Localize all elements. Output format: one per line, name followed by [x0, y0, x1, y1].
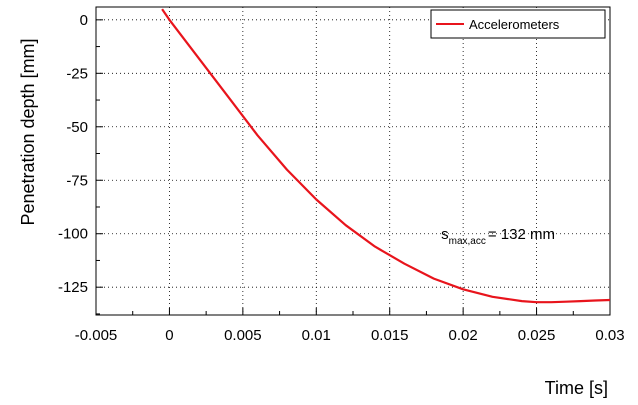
y-tick-label: -50: [66, 119, 88, 136]
legend-label: Accelerometers: [469, 17, 560, 32]
legend-box: [430, 9, 606, 39]
annotation-subscript: max,acc: [449, 236, 486, 247]
x-tick-label: 0.02: [449, 327, 478, 344]
legend: Accelerometers: [430, 9, 606, 39]
x-axis-ticks: -0.005 0 0.005 0.01 0.015 0.02 0.025 0.03: [75, 308, 625, 344]
y-tick-label: -100: [58, 226, 88, 243]
y-tick-label: -125: [58, 279, 88, 296]
x-tick-label: -0.005: [75, 327, 118, 344]
series-line: [161, 8, 610, 304]
x-tick-label: 0.01: [302, 327, 331, 344]
annotation: smax,acc = 132 mm: [441, 226, 555, 247]
y-axis-label: Penetration depth [mm]: [18, 38, 38, 225]
y-tick-label: -25: [66, 65, 88, 82]
annotation-main: s: [441, 226, 449, 243]
x-tick-label: 0.015: [371, 327, 409, 344]
x-axis-label: Time [s]: [545, 378, 608, 398]
x-tick-label: 0: [165, 327, 173, 344]
minor-ticks: [96, 46, 574, 315]
y-axis-ticks: 0 -25 -50 -75 -100 -125: [58, 12, 103, 296]
x-tick-label: 0.005: [224, 327, 262, 344]
y-tick-label: -75: [66, 172, 88, 189]
plot-area: [95, 6, 611, 316]
x-tick-label: 0.025: [518, 327, 556, 344]
y-tick-label: 0: [80, 12, 88, 29]
x-tick-label: 0.03: [595, 327, 624, 344]
series-group: [161, 8, 610, 304]
annotation-value: = 132 mm: [488, 226, 555, 243]
